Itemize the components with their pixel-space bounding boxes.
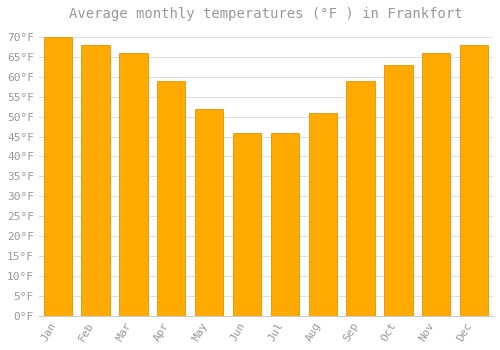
Bar — [384, 65, 412, 316]
Bar — [346, 81, 375, 316]
Bar — [233, 133, 261, 316]
Bar — [308, 113, 337, 316]
Bar — [422, 53, 450, 316]
Bar — [270, 133, 299, 316]
Bar — [119, 53, 148, 316]
Bar — [157, 81, 186, 316]
Title: Average monthly temperatures (°F ) in Frankfort: Average monthly temperatures (°F ) in Fr… — [69, 7, 462, 21]
Bar — [82, 45, 110, 316]
Bar — [460, 45, 488, 316]
Bar — [195, 108, 224, 316]
Bar — [44, 37, 72, 316]
